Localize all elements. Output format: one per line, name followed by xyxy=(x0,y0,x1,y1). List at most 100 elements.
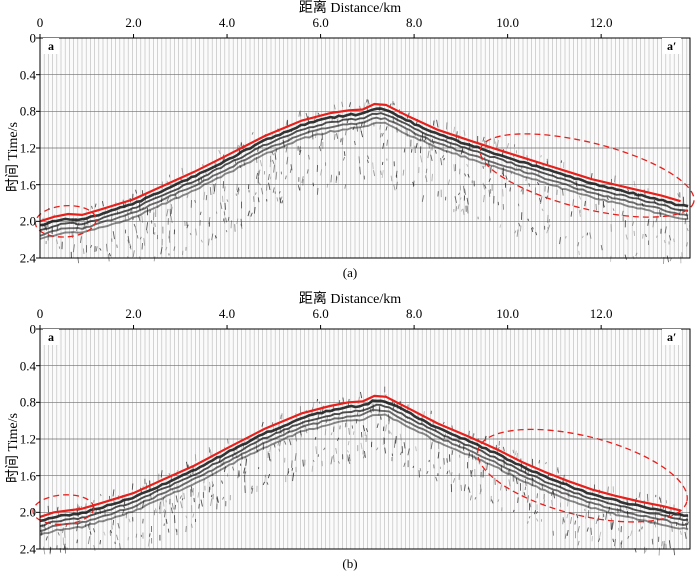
noise-mark xyxy=(160,246,163,255)
noise-mark xyxy=(557,467,559,474)
noise-mark xyxy=(146,222,149,231)
noise-mark xyxy=(663,543,665,550)
noise-mark xyxy=(103,207,107,216)
noise-mark xyxy=(312,459,315,463)
noise-mark xyxy=(299,149,302,156)
noise-mark xyxy=(269,176,272,180)
noise-mark xyxy=(355,418,358,424)
noise-mark xyxy=(305,112,308,119)
noise-mark xyxy=(668,235,672,241)
noise-mark xyxy=(412,465,415,469)
y-tick-label: 0.4 xyxy=(19,67,36,83)
noise-mark xyxy=(272,187,275,193)
noise-mark xyxy=(450,472,453,476)
noise-mark xyxy=(464,173,467,177)
noise-mark xyxy=(314,436,317,440)
noise-mark xyxy=(659,497,662,503)
noise-mark xyxy=(559,484,562,488)
x-tick-label: 0 xyxy=(36,15,44,30)
noise-mark xyxy=(633,180,636,188)
noise-mark xyxy=(435,476,438,482)
noise-mark xyxy=(362,454,366,459)
noise-mark xyxy=(90,244,93,249)
noise-mark xyxy=(209,187,212,196)
noise-mark xyxy=(220,462,223,466)
noise-mark xyxy=(462,147,464,154)
noise-mark xyxy=(179,495,182,499)
noise-mark xyxy=(396,403,399,409)
noise-mark xyxy=(403,148,406,153)
noise-mark xyxy=(458,438,460,443)
noise-mark xyxy=(611,521,614,530)
noise-mark xyxy=(267,473,271,479)
noise-mark xyxy=(514,230,517,234)
noise-mark xyxy=(330,432,333,436)
noise-mark xyxy=(664,514,666,519)
noise-mark xyxy=(49,547,52,554)
noise-mark xyxy=(138,216,141,222)
noise-mark xyxy=(243,160,245,166)
noise-mark xyxy=(110,214,113,223)
noise-mark xyxy=(635,252,638,257)
noise-mark xyxy=(379,132,382,138)
noise-mark xyxy=(76,510,79,517)
noise-mark xyxy=(210,494,213,498)
noise-mark xyxy=(602,204,605,208)
noise-mark xyxy=(301,176,304,183)
noise-mark xyxy=(141,215,144,223)
noise-mark xyxy=(564,175,566,181)
noise-mark xyxy=(634,193,637,197)
noise-mark xyxy=(343,151,346,157)
noise-mark xyxy=(347,454,350,461)
noise-mark xyxy=(45,536,48,541)
noise-mark xyxy=(236,183,238,191)
noise-mark xyxy=(684,531,687,539)
noise-mark xyxy=(641,202,644,207)
noise-mark xyxy=(620,189,623,193)
noise-mark xyxy=(389,103,392,107)
noise-mark xyxy=(250,485,253,490)
reflection-band xyxy=(39,116,689,237)
noise-mark xyxy=(482,136,485,142)
noise-mark xyxy=(173,246,176,251)
noise-mark xyxy=(156,487,159,493)
noise-mark xyxy=(111,525,114,530)
noise-mark xyxy=(314,117,318,121)
noise-mark xyxy=(559,237,561,245)
noise-mark xyxy=(105,243,108,252)
seismic-noise xyxy=(41,99,691,264)
noise-mark xyxy=(133,223,136,228)
noise-mark xyxy=(250,212,253,217)
noise-mark xyxy=(595,518,598,524)
noise-mark xyxy=(251,487,254,494)
noise-mark xyxy=(454,196,457,204)
noise-mark xyxy=(385,126,388,131)
noise-mark xyxy=(587,510,590,518)
noise-mark xyxy=(75,225,78,232)
noise-mark xyxy=(457,192,461,196)
noise-mark xyxy=(312,402,315,408)
noise-mark xyxy=(291,467,294,471)
x-tick-label: 8.0 xyxy=(405,15,423,30)
noise-mark xyxy=(86,219,89,226)
noise-mark xyxy=(372,162,374,170)
x-axis-title: 距离 Distance/km xyxy=(298,1,402,16)
noise-mark xyxy=(550,490,554,496)
noise-mark xyxy=(156,204,159,209)
noise-mark xyxy=(93,545,96,551)
y-tick-label: 2.4 xyxy=(19,250,36,266)
noise-mark xyxy=(486,462,488,471)
noise-mark xyxy=(612,208,615,212)
x-tick-label: 0 xyxy=(36,306,44,321)
noise-mark xyxy=(202,176,205,181)
noise-mark xyxy=(442,421,445,425)
noise-mark xyxy=(221,480,224,484)
noise-mark xyxy=(264,475,266,483)
noise-mark xyxy=(94,509,98,515)
noise-mark xyxy=(476,442,479,447)
noise-mark xyxy=(546,214,549,223)
noise-mark xyxy=(268,182,271,190)
noise-mark xyxy=(528,182,531,187)
noise-mark xyxy=(527,467,530,476)
noise-mark xyxy=(232,466,235,471)
